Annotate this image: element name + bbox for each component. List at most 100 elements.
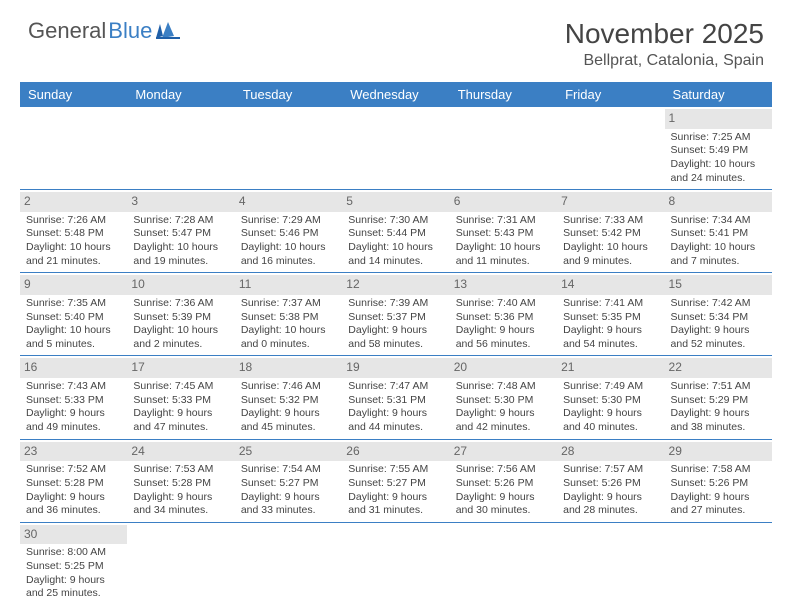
calendar-cell: 6Sunrise: 7:31 AMSunset: 5:43 PMDaylight… [450,190,557,273]
calendar-cell [557,107,664,190]
calendar-cell: 22Sunrise: 7:51 AMSunset: 5:29 PMDayligh… [665,356,772,439]
cell-line: Daylight: 9 hours [456,324,551,338]
calendar-cell: 2Sunrise: 7:26 AMSunset: 5:48 PMDaylight… [20,190,127,273]
calendar-cell: 13Sunrise: 7:40 AMSunset: 5:36 PMDayligh… [450,273,557,356]
calendar-cell [127,522,234,605]
cell-line: Daylight: 9 hours [348,491,443,505]
cell-line: Daylight: 9 hours [26,407,121,421]
cell-line: Daylight: 10 hours [671,241,766,255]
logo: GeneralBlue [28,18,182,44]
calendar-week-row: 30Sunrise: 8:00 AMSunset: 5:25 PMDayligh… [20,522,772,605]
calendar-cell: 19Sunrise: 7:47 AMSunset: 5:31 PMDayligh… [342,356,449,439]
cell-line: Sunrise: 8:00 AM [26,546,121,560]
cell-line: and 5 minutes. [26,338,121,352]
cell-line: Daylight: 9 hours [456,491,551,505]
cell-line: and 36 minutes. [26,504,121,518]
cell-line: Sunset: 5:49 PM [671,144,766,158]
cell-line: and 52 minutes. [671,338,766,352]
cell-line: and 34 minutes. [133,504,228,518]
cell-line: Sunset: 5:39 PM [133,311,228,325]
calendar-cell: 21Sunrise: 7:49 AMSunset: 5:30 PMDayligh… [557,356,664,439]
cell-line: and 25 minutes. [26,587,121,601]
cell-line: Sunrise: 7:46 AM [241,380,336,394]
cell-line: and 47 minutes. [133,421,228,435]
cell-line: Sunset: 5:29 PM [671,394,766,408]
day-number: 17 [127,358,234,378]
cell-line: Sunset: 5:26 PM [563,477,658,491]
cell-line: and 7 minutes. [671,255,766,269]
cell-line: Sunset: 5:33 PM [133,394,228,408]
cell-line: Sunrise: 7:49 AM [563,380,658,394]
cell-line: Sunrise: 7:41 AM [563,297,658,311]
cell-line: Sunset: 5:37 PM [348,311,443,325]
cell-line: and 44 minutes. [348,421,443,435]
cell-line: and 38 minutes. [671,421,766,435]
cell-line: Sunrise: 7:26 AM [26,214,121,228]
calendar-cell: 23Sunrise: 7:52 AMSunset: 5:28 PMDayligh… [20,439,127,522]
calendar-week-row: 23Sunrise: 7:52 AMSunset: 5:28 PMDayligh… [20,439,772,522]
calendar-cell: 29Sunrise: 7:58 AMSunset: 5:26 PMDayligh… [665,439,772,522]
calendar-cell: 15Sunrise: 7:42 AMSunset: 5:34 PMDayligh… [665,273,772,356]
cell-line: Sunrise: 7:39 AM [348,297,443,311]
cell-line: Sunrise: 7:57 AM [563,463,658,477]
cell-line: Sunset: 5:30 PM [563,394,658,408]
day-number: 27 [450,442,557,462]
calendar-cell [235,107,342,190]
cell-line: and 33 minutes. [241,504,336,518]
cell-line: and 0 minutes. [241,338,336,352]
cell-line: Sunset: 5:33 PM [26,394,121,408]
cell-line: and 54 minutes. [563,338,658,352]
cell-line: Daylight: 10 hours [26,241,121,255]
cell-line: Daylight: 9 hours [133,407,228,421]
cell-line: Daylight: 9 hours [348,324,443,338]
cell-line: Daylight: 9 hours [241,491,336,505]
cell-line: Sunrise: 7:35 AM [26,297,121,311]
calendar-cell [450,107,557,190]
cell-line: Sunset: 5:46 PM [241,227,336,241]
day-number: 22 [665,358,772,378]
day-number: 4 [235,192,342,212]
calendar-cell: 3Sunrise: 7:28 AMSunset: 5:47 PMDaylight… [127,190,234,273]
cell-line: Sunset: 5:31 PM [348,394,443,408]
cell-line: Sunrise: 7:28 AM [133,214,228,228]
cell-line: Sunset: 5:38 PM [241,311,336,325]
cell-line: Daylight: 10 hours [133,241,228,255]
calendar-cell [557,522,664,605]
cell-line: Daylight: 9 hours [456,407,551,421]
header: GeneralBlue November 2025 Bellprat, Cata… [0,0,792,78]
cell-line: Sunset: 5:48 PM [26,227,121,241]
day-number: 1 [665,109,772,129]
cell-line: Sunrise: 7:33 AM [563,214,658,228]
day-number: 24 [127,442,234,462]
calendar-week-row: 2Sunrise: 7:26 AMSunset: 5:48 PMDaylight… [20,190,772,273]
calendar-cell [127,107,234,190]
cell-line: Sunrise: 7:51 AM [671,380,766,394]
day-number: 30 [20,525,127,545]
calendar-week-row: 1Sunrise: 7:25 AMSunset: 5:49 PMDaylight… [20,107,772,190]
cell-line: and 30 minutes. [456,504,551,518]
cell-line: Sunset: 5:27 PM [348,477,443,491]
cell-line: Daylight: 10 hours [671,158,766,172]
weekday-header: Tuesday [235,82,342,107]
calendar-cell: 28Sunrise: 7:57 AMSunset: 5:26 PMDayligh… [557,439,664,522]
cell-line: Sunrise: 7:29 AM [241,214,336,228]
calendar-cell [450,522,557,605]
calendar-cell: 1Sunrise: 7:25 AMSunset: 5:49 PMDaylight… [665,107,772,190]
day-number: 21 [557,358,664,378]
cell-line: and 21 minutes. [26,255,121,269]
cell-line: Sunset: 5:43 PM [456,227,551,241]
cell-line: Sunset: 5:27 PM [241,477,336,491]
cell-line: Daylight: 9 hours [671,324,766,338]
logo-text-1: General [28,18,106,44]
location: Bellprat, Catalonia, Spain [565,52,764,70]
title-block: November 2025 Bellprat, Catalonia, Spain [565,18,764,70]
calendar-cell: 30Sunrise: 8:00 AMSunset: 5:25 PMDayligh… [20,522,127,605]
cell-line: Daylight: 10 hours [241,324,336,338]
cell-line: Sunset: 5:42 PM [563,227,658,241]
cell-line: Sunset: 5:47 PM [133,227,228,241]
cell-line: Sunrise: 7:36 AM [133,297,228,311]
day-number: 10 [127,275,234,295]
cell-line: Sunrise: 7:43 AM [26,380,121,394]
weekday-header: Wednesday [342,82,449,107]
day-number: 12 [342,275,449,295]
